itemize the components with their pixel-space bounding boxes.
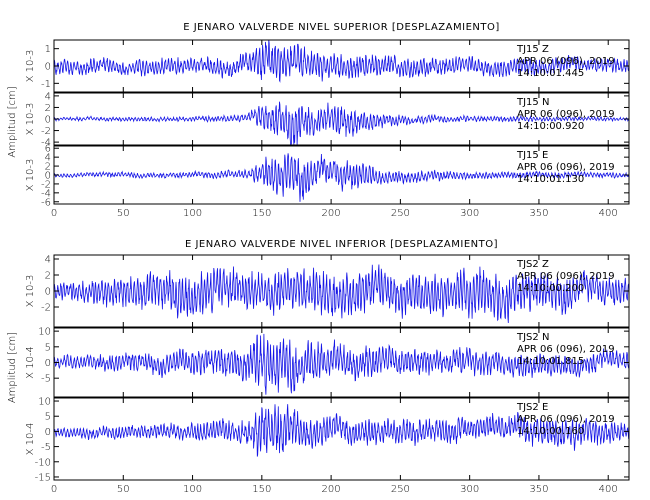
y-tick-label: 6 [45,144,51,155]
scale-label: X 10-4 [25,423,36,456]
station-annotation: APR 06 (096), 2019 [517,414,615,425]
y-tick-label: 10 [38,397,51,408]
y-tick-label: 2 [45,162,51,173]
station-annotation: 14:10:01.815 [517,356,584,367]
scale-label: X 10-3 [25,275,36,308]
y-tick-label: 2 [45,103,51,114]
y-tick-label: 4 [45,153,51,164]
y-tick-label: -6 [41,197,51,208]
x-tick-label: 100 [183,208,202,219]
y-tick-label: 0 [45,62,51,73]
station-annotation: 14:10:00.160 [517,426,584,437]
x-tick-label: 0 [51,208,57,219]
x-tick-label: 150 [252,208,271,219]
station-annotation: 14:10:00.920 [517,121,584,132]
x-tick-label: 100 [183,484,202,495]
x-tick-label: 250 [391,208,410,219]
y-tick-label: 10 [38,327,51,338]
station-annotation: TJ15 Z [516,44,549,55]
chart-2: E JENARO VALVERDE NIVEL INFERIOR [DESPLA… [7,239,630,495]
y-tick-label: -2 [41,126,51,137]
y-tick-label: 1 [45,44,51,55]
y-tick-label: -4 [41,138,51,149]
chart-1: E JENARO VALVERDE NIVEL SUPERIOR [DESPLA… [7,22,630,219]
station-annotation: APR 06 (096), 2019 [517,271,615,282]
y-tick-label: 0 [45,287,51,298]
x-tick-label: 50 [117,208,130,219]
y-tick-label: -5 [41,442,51,453]
waveform-series [53,101,630,146]
x-tick-label: 200 [322,208,341,219]
y-tick-label: 2 [45,271,51,282]
station-annotation: APR 06 (096), 2019 [517,344,615,355]
y-tick-label: -1 [41,79,51,90]
y-axis-label: Amplitud [cm] [7,332,18,403]
waveform-series [53,333,630,395]
y-axis-label: Amplitud [cm] [7,86,18,157]
y-tick-label: 0 [45,427,51,438]
station-annotation: APR 06 (096), 2019 [517,162,615,173]
scale-label: X 10-3 [25,159,36,192]
station-annotation: 14:10:01.445 [517,68,584,79]
y-tick-label: 0 [45,358,51,369]
station-annotation: TJS2 Z [516,259,549,270]
y-tick-label: -15 [35,472,51,483]
scale-label: X 10-3 [25,103,36,136]
station-annotation: TJ15 N [516,97,549,108]
x-tick-label: 400 [599,208,618,219]
waveform-series [53,39,630,83]
waveform-series [53,404,630,457]
waveform-series [53,264,630,324]
y-tick-label: -5 [41,374,51,385]
x-tick-label: 0 [51,484,57,495]
station-annotation: TJS2 E [516,402,548,413]
panel-frame [53,397,630,481]
x-tick-label: 400 [599,484,618,495]
scale-label: X 10-4 [25,346,36,379]
station-annotation: APR 06 (096), 2019 [517,56,615,67]
x-tick-label: 300 [460,208,479,219]
scale-label: X 10-3 [25,50,36,83]
x-tick-label: 150 [252,484,271,495]
x-tick-label: 350 [529,484,548,495]
station-annotation: TJS2 N [516,332,549,343]
x-tick-label: 250 [391,484,410,495]
y-tick-label: 4 [45,91,51,102]
y-tick-label: -10 [35,457,51,468]
y-tick-label: 5 [45,342,51,353]
y-tick-label: 0 [45,171,51,182]
x-tick-label: 300 [460,484,479,495]
station-annotation: TJ15 E [516,150,548,161]
y-tick-label: 0 [45,115,51,126]
station-annotation: 14:10:01.130 [517,174,584,185]
chart-title: E JENARO VALVERDE NIVEL SUPERIOR [DESPLA… [183,22,500,33]
y-tick-label: 4 [45,255,51,266]
y-tick-label: -2 [41,179,51,190]
chart-title: E JENARO VALVERDE NIVEL INFERIOR [DESPLA… [185,239,498,250]
y-tick-label: -4 [41,188,51,199]
x-tick-label: 200 [322,484,341,495]
station-annotation: 14:10:00.200 [517,283,584,294]
y-tick-label: 5 [45,412,51,423]
x-tick-label: 50 [117,484,130,495]
x-tick-label: 350 [529,208,548,219]
y-tick-label: -2 [41,303,51,314]
waveform-series [53,153,630,202]
station-annotation: APR 06 (096), 2019 [517,109,615,120]
